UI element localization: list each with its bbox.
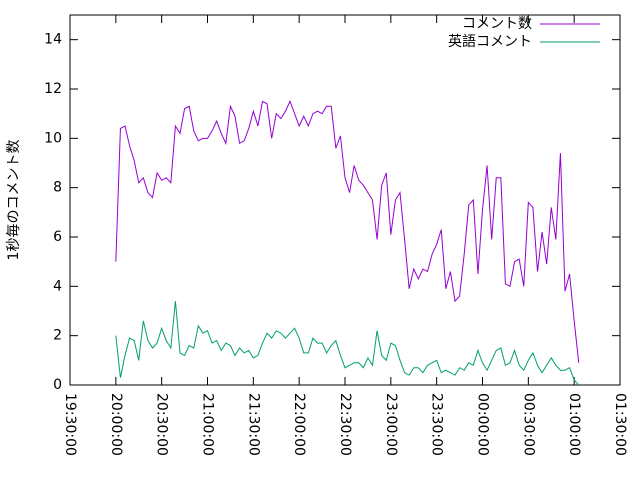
y-tick-label: 8: [53, 180, 62, 196]
y-tick-label: 6: [53, 229, 62, 245]
x-tick-label: 19:30:00: [62, 393, 78, 456]
x-tick-label: 23:30:00: [429, 393, 445, 456]
x-tick-label: 23:00:00: [383, 393, 399, 456]
series-line: [115, 100, 580, 363]
x-tick-label: 00:00:00: [475, 393, 491, 456]
y-axis-label: 1秒毎のコメント数: [6, 140, 22, 261]
x-tick-label: 21:00:00: [200, 393, 216, 456]
plot-border: [69, 14, 621, 386]
y-tick-label: 10: [44, 130, 62, 146]
legend-label: 英語コメント: [448, 33, 532, 50]
y-tick-label: 12: [44, 81, 62, 97]
y-tick-label: 4: [53, 278, 62, 294]
x-tick-label: 00:30:00: [520, 393, 536, 456]
x-tick-label: 22:30:00: [337, 393, 353, 456]
y-tick-label: 14: [44, 32, 62, 48]
x-tick-label: 21:30:00: [245, 393, 261, 456]
series-line: [115, 301, 580, 386]
x-tick-label: 01:30:00: [612, 393, 628, 456]
y-tick-label: 0: [53, 377, 62, 393]
y-tick-label: 2: [53, 328, 62, 344]
x-tick-label: 20:30:00: [154, 393, 170, 456]
x-tick-label: 22:00:00: [291, 393, 307, 456]
x-tick-label: 20:00:00: [108, 393, 124, 456]
legend-label: コメント数: [462, 16, 532, 32]
x-tick-label: 01:00:00: [566, 393, 582, 456]
